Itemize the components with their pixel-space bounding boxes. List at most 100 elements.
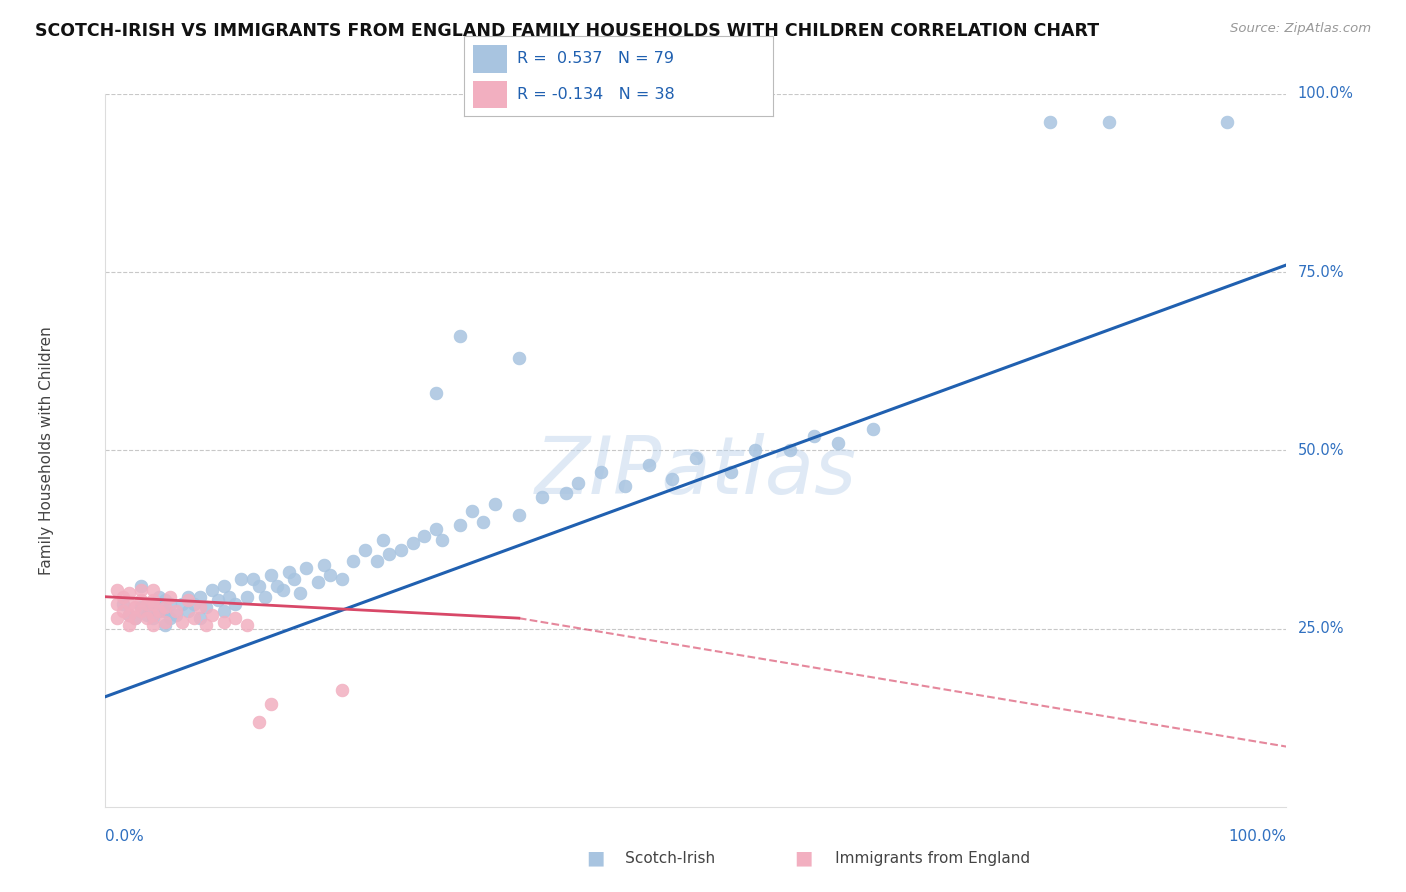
Point <box>148 604 170 618</box>
Point <box>720 465 742 479</box>
Point <box>142 607 165 622</box>
Point <box>449 329 471 343</box>
Point <box>172 597 194 611</box>
Point <box>224 597 246 611</box>
Point <box>531 490 554 504</box>
Point <box>319 568 342 582</box>
Point <box>236 590 259 604</box>
Point <box>637 458 659 472</box>
Point <box>177 590 200 604</box>
Point <box>247 714 270 729</box>
Point <box>165 607 187 622</box>
Point <box>242 572 264 586</box>
Point <box>460 504 482 518</box>
Point <box>401 536 423 550</box>
Point <box>218 590 240 604</box>
Point <box>177 593 200 607</box>
Point <box>231 572 253 586</box>
Point <box>188 590 211 604</box>
Point <box>342 554 364 568</box>
Point <box>118 607 141 622</box>
Text: ZIPatlas: ZIPatlas <box>534 433 858 511</box>
Point <box>389 543 412 558</box>
Point <box>153 600 176 615</box>
Point <box>148 604 170 618</box>
Point <box>330 682 353 697</box>
Point <box>142 618 165 632</box>
Point <box>153 615 176 629</box>
Point <box>183 611 205 625</box>
Point <box>112 604 135 618</box>
Point <box>661 472 683 486</box>
Point <box>124 600 146 615</box>
Text: 75.0%: 75.0% <box>1298 265 1344 279</box>
Point <box>183 597 205 611</box>
Point <box>177 604 200 618</box>
Point <box>159 597 181 611</box>
Point <box>194 600 217 615</box>
Text: ■: ■ <box>586 848 605 868</box>
Bar <box>474 80 508 108</box>
Point <box>295 561 318 575</box>
Point <box>371 533 394 547</box>
Point <box>201 607 224 622</box>
Point <box>129 600 152 615</box>
Text: R =  0.537   N = 79: R = 0.537 N = 79 <box>516 52 673 67</box>
Point <box>827 436 849 450</box>
Point <box>207 593 229 607</box>
Point <box>129 604 152 618</box>
Point <box>118 597 141 611</box>
Point <box>124 611 146 625</box>
Point <box>153 593 176 607</box>
Point <box>124 611 146 625</box>
Point <box>148 590 170 604</box>
Point <box>744 443 766 458</box>
Point <box>135 597 157 611</box>
Point <box>236 618 259 632</box>
Point <box>366 554 388 568</box>
Point <box>105 582 128 597</box>
Point <box>266 579 288 593</box>
Text: Immigrants from England: Immigrants from England <box>801 851 1031 865</box>
Point <box>484 497 506 511</box>
Point <box>118 618 141 632</box>
Text: SCOTCH-IRISH VS IMMIGRANTS FROM ENGLAND FAMILY HOUSEHOLDS WITH CHILDREN CORRELAT: SCOTCH-IRISH VS IMMIGRANTS FROM ENGLAND … <box>35 22 1099 40</box>
Point <box>508 508 530 522</box>
Point <box>201 582 224 597</box>
Point <box>803 429 825 443</box>
Point <box>153 618 176 632</box>
Point <box>105 611 128 625</box>
Text: Family Households with Children: Family Households with Children <box>39 326 53 574</box>
Bar <box>474 45 508 72</box>
Point <box>172 615 194 629</box>
Point <box>159 611 181 625</box>
Point <box>118 586 141 600</box>
Point <box>413 529 436 543</box>
Point <box>277 565 299 579</box>
Point <box>135 607 157 622</box>
Point <box>212 579 235 593</box>
Point <box>425 522 447 536</box>
Point <box>212 615 235 629</box>
Point <box>129 593 152 607</box>
Text: Source: ZipAtlas.com: Source: ZipAtlas.com <box>1230 22 1371 36</box>
Point <box>614 479 637 493</box>
Point <box>312 558 335 572</box>
Point <box>165 604 187 618</box>
Point <box>449 518 471 533</box>
Text: R = -0.134   N = 38: R = -0.134 N = 38 <box>516 87 675 102</box>
Point <box>129 582 152 597</box>
Point <box>779 443 801 458</box>
Point <box>290 586 312 600</box>
Point <box>188 600 211 615</box>
Point <box>307 575 329 590</box>
Point <box>129 579 152 593</box>
Point <box>260 697 283 711</box>
Text: ■: ■ <box>794 848 813 868</box>
Text: 100.0%: 100.0% <box>1229 829 1286 844</box>
Point <box>142 593 165 607</box>
Point <box>1098 115 1121 129</box>
Point <box>591 465 613 479</box>
Point <box>354 543 377 558</box>
Point <box>118 607 141 622</box>
